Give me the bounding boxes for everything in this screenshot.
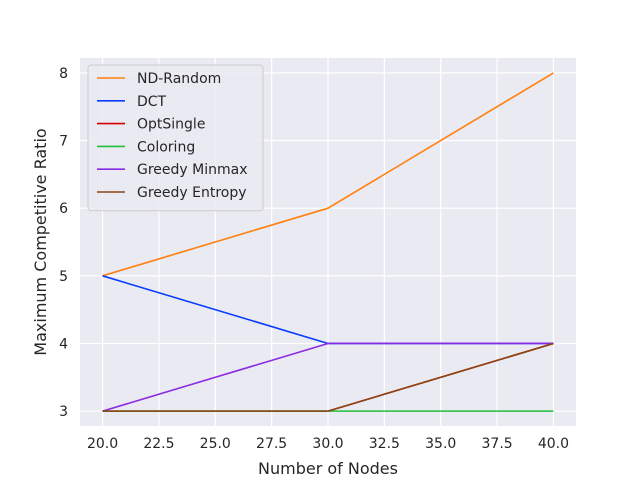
x-tick-label: 25.0 (200, 436, 231, 452)
y-tick-label: 7 (59, 134, 68, 150)
legend-label-coloring: Coloring (137, 139, 195, 155)
y-tick-label: 4 (59, 336, 68, 352)
y-tick-label: 6 (59, 201, 68, 217)
legend-label-dct: DCT (137, 94, 167, 110)
x-tick-label: 20.0 (87, 436, 118, 452)
x-tick-label: 30.0 (312, 436, 343, 452)
y-tick-label: 5 (59, 269, 68, 285)
series-lines (102, 72, 554, 412)
x-tick-label: 32.5 (369, 436, 400, 452)
y-tick-label: 3 (59, 404, 68, 420)
x-tick-label: 27.5 (256, 436, 287, 452)
series-line-greedy-entropy (102, 342, 554, 412)
x-tick-label: 40.0 (538, 436, 569, 452)
y-axis-label: Maximum Competitive Ratio (31, 128, 50, 355)
x-tick-label: 22.5 (143, 436, 174, 452)
legend-box (87, 64, 264, 212)
legend: ND-Random DCT OptSingle Coloring Greedy Minm… (87, 64, 264, 212)
legend-label-greedy-entropy: Greedy Entropy (137, 185, 247, 201)
y-tick-label: 8 (59, 66, 68, 82)
legend-label-greedy-minmax: Greedy Minmax (137, 162, 248, 178)
legend-label-nd-random: ND-Random (137, 71, 221, 87)
legend-label-optsingle: OptSingle (137, 117, 205, 133)
x-tick-label: 37.5 (482, 436, 513, 452)
series-line-greedy-minmax (102, 342, 554, 412)
x-tick-label: 35.0 (425, 436, 456, 452)
x-axis-label: Number of Nodes (258, 459, 398, 478)
series-line-nd-random (102, 72, 554, 277)
tick-labels: 20.0 22.5 25.0 27.5 30.0 32.5 35.0 37.5 40.0 3 4 5 6… (59, 66, 569, 452)
